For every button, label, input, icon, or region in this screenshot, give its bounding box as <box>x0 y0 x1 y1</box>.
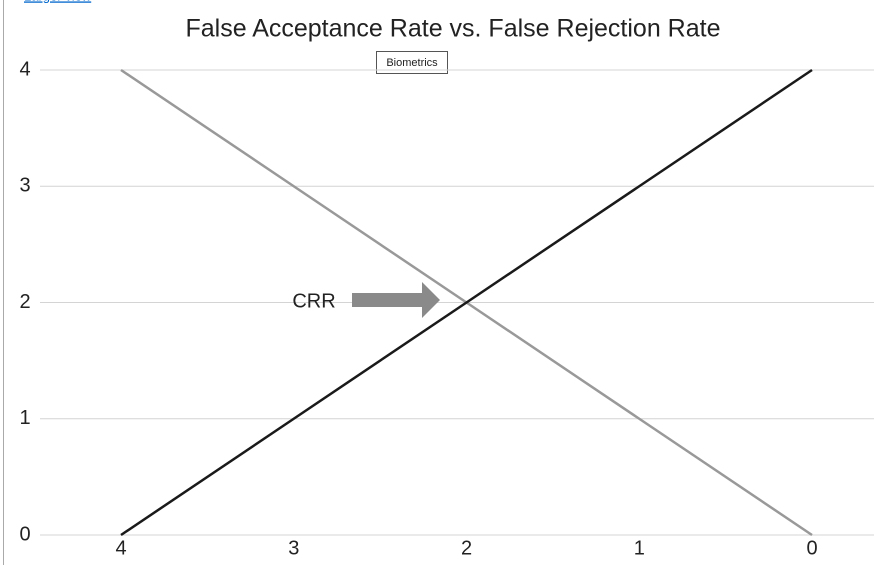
y-tick-label: 2 <box>19 291 30 313</box>
y-tick-label: 4 <box>19 58 30 80</box>
x-tick-label: 1 <box>634 537 645 559</box>
x-tick-label: 3 <box>288 537 299 559</box>
chart-title: False Acceptance Rate vs. False Rejectio… <box>186 15 721 43</box>
y-tick-label: 1 <box>19 407 30 429</box>
x-tick-label: 2 <box>461 537 472 559</box>
plot-area: 0 1 2 3 4 4 3 2 1 0 <box>19 58 874 559</box>
larger-view-link[interactable]: Larger view <box>24 0 92 3</box>
y-tick-label: 0 <box>19 523 30 545</box>
legend-box <box>376 51 448 74</box>
legend-label: Biometrics <box>386 57 438 69</box>
annotation-label: CRR <box>292 290 335 312</box>
y-tick-label: 3 <box>19 175 30 197</box>
x-tick-label: 0 <box>806 537 817 559</box>
series-line <box>120 68 813 537</box>
annotation-arrow <box>352 282 440 318</box>
x-tick-label: 4 <box>115 537 126 559</box>
